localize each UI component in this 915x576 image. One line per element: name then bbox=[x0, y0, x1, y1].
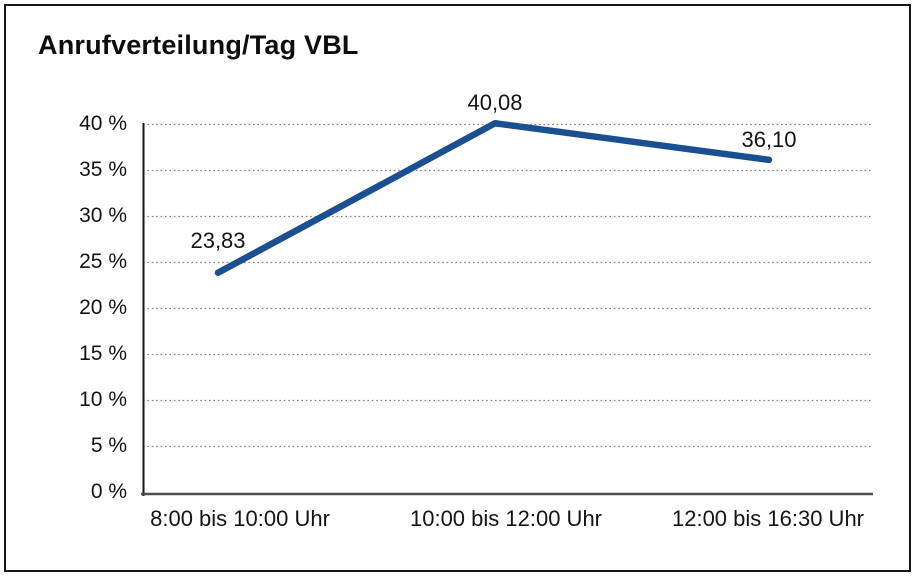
data-line bbox=[214, 120, 773, 277]
x-tick-label: 12:00 bis 16:30 Uhr bbox=[671, 506, 865, 531]
data-point-label: 40,08 bbox=[467, 90, 523, 116]
y-tick-label: 25 % bbox=[79, 250, 127, 273]
y-tick-label: 20 % bbox=[79, 296, 127, 319]
data-point-label: 36,10 bbox=[741, 126, 797, 152]
x-tick-label: 10:00 bis 12:00 Uhr bbox=[409, 506, 603, 531]
data-point-label: 23,83 bbox=[190, 227, 246, 253]
y-tick-label: 35 % bbox=[79, 158, 127, 181]
x-tick-label: 8:00 bis 10:00 Uhr bbox=[150, 506, 330, 531]
chart-title: Anrufverteilung/Tag VBL bbox=[38, 30, 359, 60]
y-tick-label: 5 % bbox=[90, 434, 127, 457]
y-tick-label: 30 % bbox=[79, 204, 127, 227]
y-tick-label: 15 % bbox=[79, 342, 127, 365]
y-tick-label: 40 % bbox=[79, 112, 127, 135]
y-tick-label: 10 % bbox=[79, 388, 127, 411]
y-tick-label: 0 % bbox=[90, 480, 127, 503]
